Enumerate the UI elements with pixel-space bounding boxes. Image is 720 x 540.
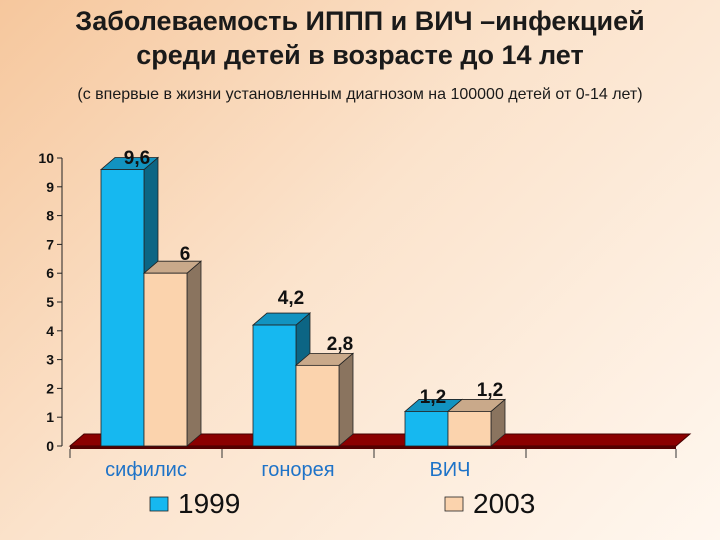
bar-side [338, 352, 354, 447]
data-labels: 9,6 6 4,2 2,8 1,2 1,2 [124, 148, 503, 408]
y-tick-label: 2 [46, 380, 54, 396]
data-label: 6 [180, 244, 191, 265]
data-label: 1,2 [420, 387, 446, 408]
bar-front [100, 169, 145, 447]
floor-edge [70, 446, 676, 449]
bar-2003-ВИЧ [446, 398, 507, 447]
title-line-2: среди детей в возрасте до 14 лет [136, 40, 584, 70]
data-label: 4,2 [278, 288, 304, 309]
y-tick-label: 3 [46, 352, 54, 368]
bar-front [447, 411, 492, 447]
category-label: гонорея [261, 459, 334, 481]
legend-swatch-2003 [444, 496, 464, 512]
chart-title: Заболеваемость ИППП и ВИЧ –инфекцией сре… [0, 4, 720, 72]
title-line-1: Заболеваемость ИППП и ВИЧ –инфекцией [75, 6, 645, 36]
legend-swatch-1999 [149, 496, 169, 512]
legend: 1999 2003 [149, 488, 535, 519]
bar-2003-сифилис [142, 260, 203, 447]
legend-label-2003: 2003 [473, 488, 535, 519]
legend-label-1999: 1999 [178, 488, 240, 519]
data-label: 1,2 [477, 380, 503, 401]
bar-front [404, 411, 449, 447]
y-tick-label: 0 [46, 438, 54, 454]
bar-front [143, 272, 188, 447]
y-tick-label: 6 [46, 265, 54, 281]
y-tick-label: 5 [46, 294, 54, 310]
category-labels: сифилис гонорея ВИЧ [105, 459, 470, 481]
y-tick-label: 9 [46, 179, 54, 195]
category-label: сифилис [105, 459, 187, 481]
bar-front [252, 324, 297, 447]
y-tick-label: 10 [38, 150, 54, 166]
bar-side [186, 260, 202, 447]
bars [99, 156, 507, 447]
data-label: 9,6 [124, 148, 150, 169]
data-label: 2,8 [327, 334, 353, 355]
y-tick-label: 4 [46, 323, 54, 339]
category-label: ВИЧ [429, 459, 470, 481]
chart-floor [68, 433, 692, 458]
bar-front [295, 364, 340, 447]
y-tick-label: 1 [46, 409, 54, 425]
bar-2003-гонорея [294, 352, 355, 447]
chart-subtitle: (с впервые в жизни установленным диагноз… [77, 86, 643, 103]
y-tick-label: 8 [46, 208, 54, 224]
y-tick-label: 7 [46, 236, 54, 252]
y-axis: 0 1 2 3 4 5 6 7 8 9 10 [38, 150, 63, 454]
